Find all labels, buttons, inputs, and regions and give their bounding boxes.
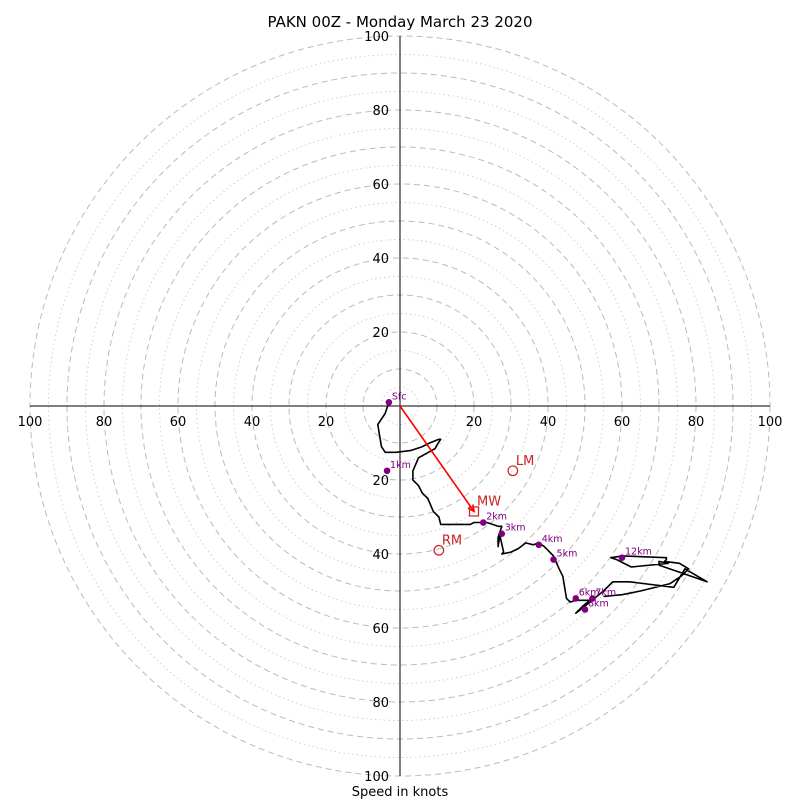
mean-wind-label: MW bbox=[477, 494, 501, 509]
height-marker-2km bbox=[479, 519, 487, 526]
tick-left-100: 100 bbox=[18, 415, 43, 430]
tick-up-100: 100 bbox=[364, 30, 389, 45]
tick-up-40: 40 bbox=[372, 252, 389, 267]
tick-right-100: 100 bbox=[758, 415, 783, 430]
height-label-12km: 12km bbox=[625, 547, 652, 558]
tick-right-40: 40 bbox=[540, 415, 557, 430]
tick-left-60: 60 bbox=[170, 415, 187, 430]
tick-right-20: 20 bbox=[466, 415, 483, 430]
height-marker-4km bbox=[535, 541, 543, 549]
height-label-4km: 4km bbox=[542, 534, 563, 545]
tick-labels: 20 40 60 80 100 100 80 60 40 20 20 40 60 80 100 20 40 60 8… bbox=[18, 30, 783, 785]
left-mover-label: LM bbox=[516, 454, 534, 469]
height-label-6km: 6km bbox=[579, 587, 600, 598]
chart-title: PAKN 00Z - Monday March 23 2020 bbox=[268, 13, 533, 31]
height-marker-12km bbox=[618, 554, 626, 561]
tick-down-60: 60 bbox=[372, 622, 389, 637]
tick-right-60: 60 bbox=[614, 415, 631, 430]
hodograph-trace-0 bbox=[376, 402, 708, 615]
right-mover-label: RM bbox=[442, 533, 462, 548]
height-marker-7km bbox=[589, 595, 596, 602]
height-marker-6km bbox=[572, 595, 580, 602]
height-label-8km: 8km bbox=[588, 599, 609, 610]
storm-motion-markers: LM RM MW bbox=[399, 405, 534, 556]
tick-right-80: 80 bbox=[688, 415, 705, 430]
height-marker-3km bbox=[498, 530, 506, 537]
tick-up-60: 60 bbox=[372, 178, 389, 193]
height-marker-8km bbox=[581, 606, 589, 613]
right-mover-marker bbox=[433, 544, 445, 556]
tick-left-40: 40 bbox=[244, 415, 261, 430]
tick-down-20: 20 bbox=[372, 474, 389, 489]
tick-down-100: 100 bbox=[364, 770, 389, 785]
height-label-1km: 1km bbox=[390, 460, 411, 471]
hodograph-trace-group bbox=[376, 402, 708, 615]
height-marker-sfc bbox=[385, 399, 393, 406]
mean-wind-arrow bbox=[399, 405, 475, 512]
tick-left-20: 20 bbox=[318, 415, 335, 430]
tick-down-40: 40 bbox=[372, 548, 389, 563]
height-label-2km: 2km bbox=[486, 512, 507, 523]
x-axis-label: Speed in knots bbox=[352, 785, 449, 800]
tick-down-80: 80 bbox=[372, 696, 389, 711]
left-mover-marker bbox=[507, 465, 519, 477]
height-label-3km: 3km bbox=[505, 523, 526, 534]
height-label-5km: 5km bbox=[557, 549, 578, 560]
tick-up-80: 80 bbox=[372, 104, 389, 119]
mean-wind-marker bbox=[468, 506, 480, 517]
tick-up-20: 20 bbox=[372, 326, 389, 341]
height-label-sfc: Sfc bbox=[392, 391, 407, 402]
height-marker-1km bbox=[383, 467, 391, 475]
height-marker-5km bbox=[550, 556, 557, 563]
height-label-7km: 7km bbox=[595, 587, 616, 598]
tick-left-80: 80 bbox=[96, 415, 113, 430]
